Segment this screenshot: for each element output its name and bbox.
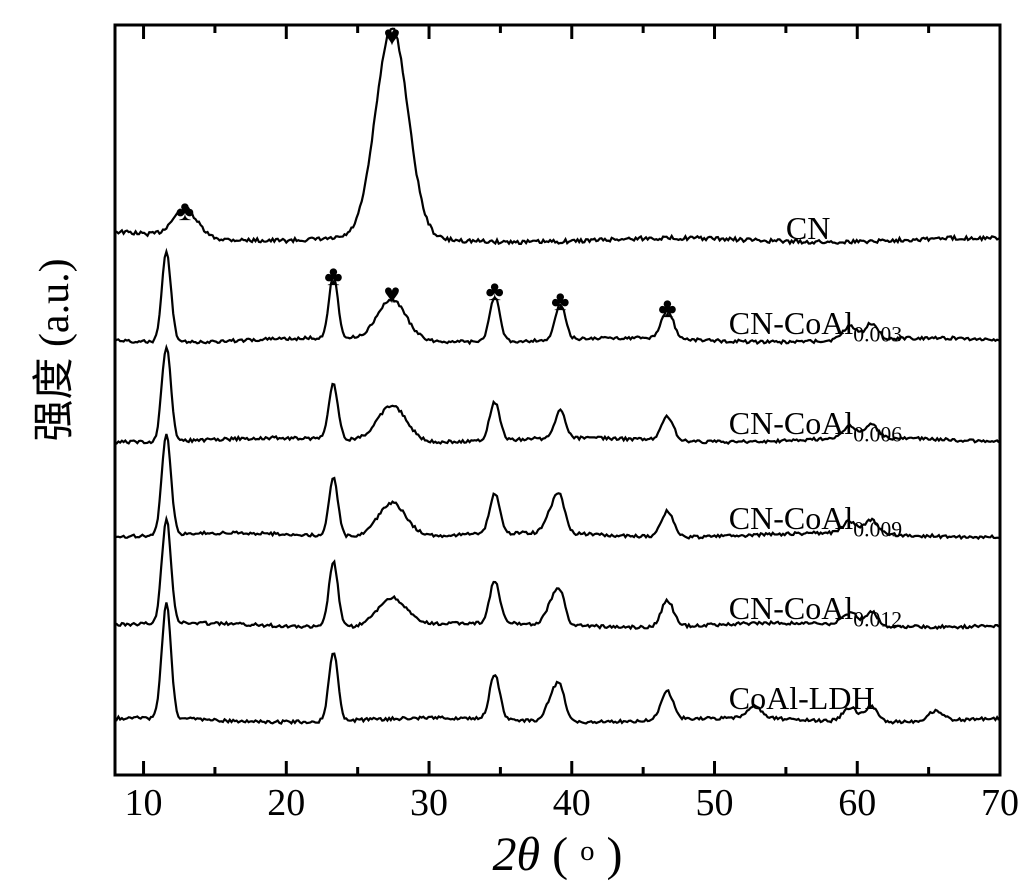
x-axis-title: 2θ ( o ): [458, 827, 658, 882]
club-icon: ♣: [544, 285, 576, 317]
series-label-CN-CoAl_0.009: CN-CoAl0.009: [729, 500, 902, 542]
x-tick-label: 40: [542, 781, 602, 825]
x-tick-label: 70: [970, 781, 1030, 825]
series-label-CN-CoAl_0.012: CN-CoAl0.012: [729, 590, 902, 632]
x-tick-label: 20: [256, 781, 316, 825]
heart-icon: ♥: [376, 20, 408, 52]
x-tick-label: 10: [114, 781, 174, 825]
heart-icon: ♥: [376, 278, 408, 310]
x-tick-label: 50: [685, 781, 745, 825]
series-CN: [115, 29, 999, 244]
club-icon: ♣: [479, 275, 511, 307]
y-axis-title: 强度 (a.u.): [20, 240, 81, 460]
series-label-CN-CoAl_0.006: CN-CoAl0.006: [729, 405, 902, 447]
club-icon: ♣: [169, 195, 201, 227]
club-icon: ♣: [317, 260, 349, 292]
xrd-figure: 10 20 30 40 50 60 70 CN CN-CoAl0.003 CN-CoAl0.006…: [0, 0, 1030, 894]
x-tick-label: 30: [399, 781, 459, 825]
series-label-CN: CN: [786, 210, 830, 247]
x-tick-label: 60: [827, 781, 887, 825]
series-label-CN-CoAl_0.003: CN-CoAl0.003: [729, 305, 902, 347]
series-label-CoAl-LDH: CoAl-LDH: [729, 680, 875, 717]
club-icon: ♣: [651, 292, 683, 324]
